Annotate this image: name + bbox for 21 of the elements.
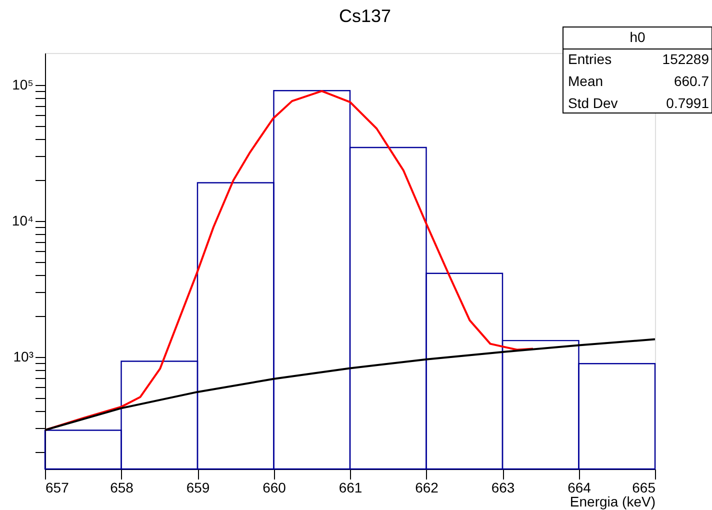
x-tick-label: 659 [186,480,210,496]
text: 0.7991 [666,95,710,111]
y-tick-label: 10⁴ [12,212,34,228]
text: h0 [630,29,646,45]
x-tick-label: 662 [415,480,439,496]
y-tick-label: 10³ [13,348,34,364]
x-tick-label: 658 [110,480,134,496]
x-tick-label: 665 [632,480,656,496]
x-tick-label: 660 [262,480,286,496]
annotation: Mean [568,73,604,89]
x-tick-label: 657 [46,480,70,496]
text: 152289 [662,51,710,67]
annotation: Entries [568,51,612,67]
text: 660.7 [674,73,710,89]
y-tick-label: 10⁵ [12,76,34,93]
x-tick-label: 664 [568,480,592,496]
x-axis-title: Energia (keV) [570,494,656,510]
x-tick-label: 661 [338,480,362,496]
x-tick-label: 663 [491,480,515,496]
chart-title: Cs137 [338,6,392,26]
annotation: Std Dev [568,95,618,111]
